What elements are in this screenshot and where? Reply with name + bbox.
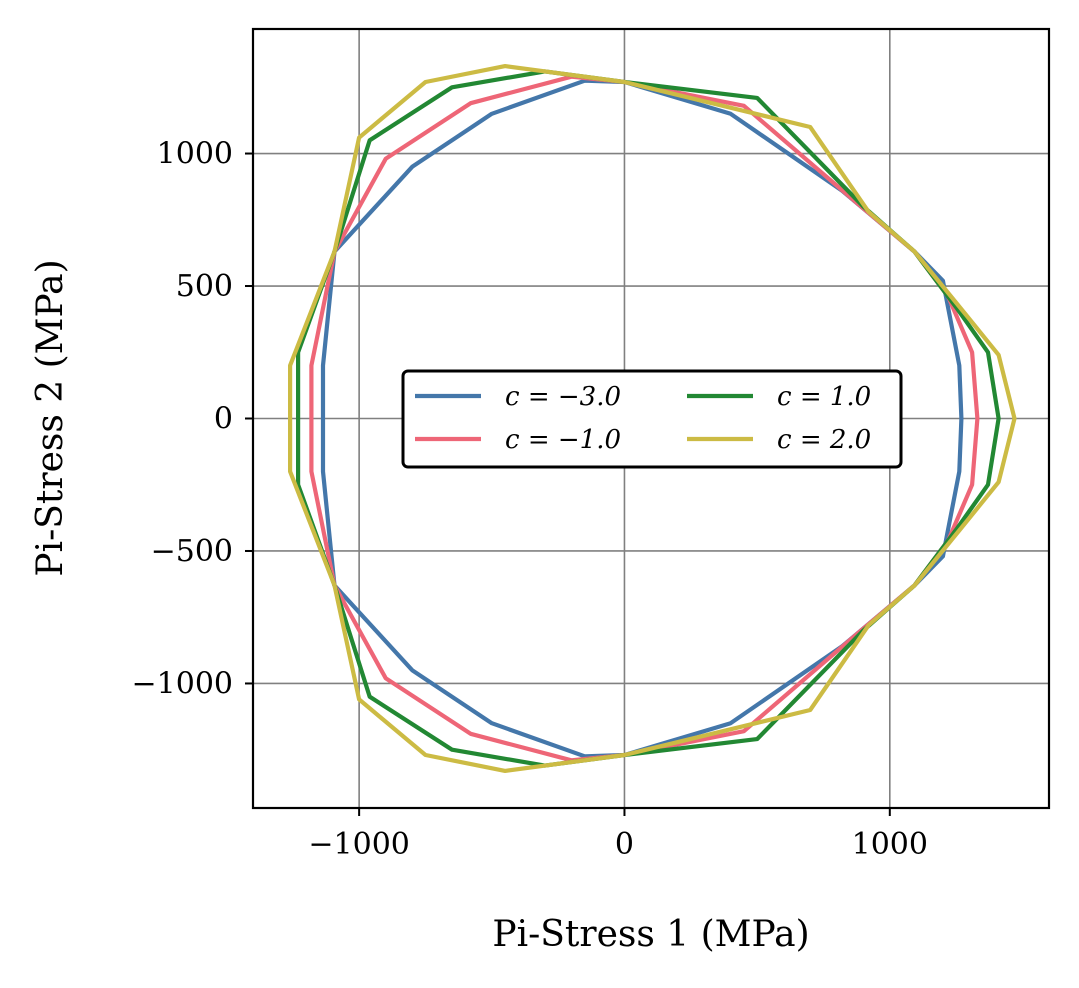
y-axis-label: Pi-Stress 2 (MPa) (30, 259, 71, 576)
y-tick-label: −500 (151, 534, 233, 569)
x-tick-label: 1000 (852, 827, 928, 862)
legend-label-1: c = −1.0 (505, 425, 621, 455)
legend-label-0: c = −3.0 (505, 382, 621, 412)
x-tick-label: 0 (615, 827, 634, 862)
y-tick-label: 500 (176, 269, 233, 304)
plot-area: −1000 0 1000 −1000 −500 0 500 1000 c = −3.0 c = −… (132, 27, 1051, 862)
y-tick-label: −1000 (132, 666, 233, 701)
x-tick-label: −1000 (308, 827, 409, 862)
legend-label-2: c = 1.0 (777, 382, 871, 412)
legend-label-3: c = 2.0 (777, 425, 871, 455)
x-axis-label: Pi-Stress 1 (MPa) (492, 914, 809, 955)
series-line-3 (288, 63, 1017, 773)
y-tick-label: 1000 (157, 137, 233, 172)
legend-box (401, 369, 903, 469)
y-tick-label: 0 (214, 402, 233, 437)
